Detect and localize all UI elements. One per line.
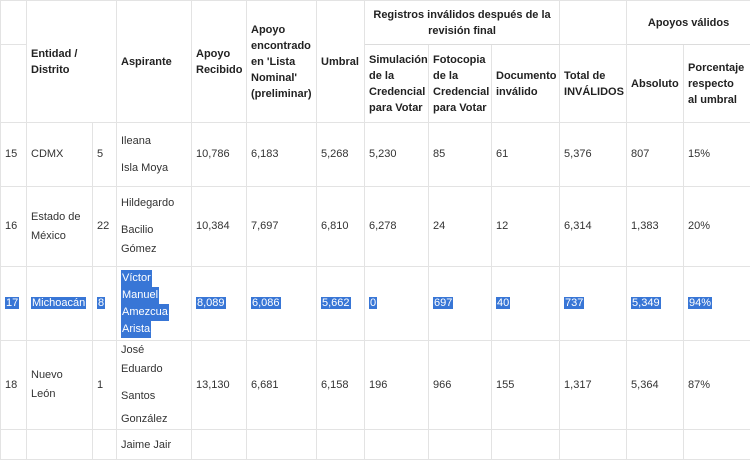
- cell-encontrado: 6,086: [247, 267, 317, 341]
- aspirante-line: Ileana: [121, 132, 187, 151]
- cell-documento: 61: [492, 123, 560, 187]
- table-row-partial: Jaime Jair: [1, 430, 750, 460]
- cell-absoluto: 1,383: [627, 187, 684, 267]
- row-number: 18: [1, 341, 27, 430]
- cell-total: 6,314: [560, 187, 627, 267]
- entidad-line: León: [31, 385, 88, 404]
- cell-absoluto: 807: [627, 123, 684, 187]
- cell-fotocopia: 24: [429, 187, 492, 267]
- table-row: 16 Estado de México 22 Hildegardo Bacili…: [1, 187, 750, 267]
- cell-aspirante: Jaime Jair: [117, 430, 192, 460]
- aspirante-line: Amezcua: [121, 304, 169, 321]
- cell-documento: 12: [492, 187, 560, 267]
- cell-simulacion: 196: [365, 341, 429, 430]
- aspirante-line: Bacilio: [121, 221, 187, 240]
- cell-aspirante: Ileana Isla Moya: [117, 123, 192, 187]
- cell-recibido: 13,130: [192, 341, 247, 430]
- cell-simulacion: 0: [365, 267, 429, 341]
- cell-porcentaje: 20%: [684, 187, 750, 267]
- header-invalidos-group: Registros inválidos después de la revisi…: [365, 1, 560, 45]
- cell-umbral: 6,158: [317, 341, 365, 430]
- aspirante-line: González: [121, 410, 187, 429]
- aspirante-line: Arista: [121, 321, 151, 338]
- aspirante-line: Santos: [121, 387, 187, 406]
- entidad-line: Estado de: [31, 208, 88, 227]
- cell-recibido: 10,786: [192, 123, 247, 187]
- cell-entidad: Nuevo León: [27, 341, 93, 430]
- cell-simulacion: 5,230: [365, 123, 429, 187]
- cell-encontrado: 6,183: [247, 123, 317, 187]
- header-apoyo-recibido: Apoyo Recibido: [192, 1, 247, 123]
- header-porcentaje: Porcentaje respecto al umbral: [684, 45, 750, 123]
- table-row-selected: 17 Michoacán 8 Víctor Manuel Amezcua Ari…: [1, 267, 750, 341]
- cell-distrito: 22: [93, 187, 117, 267]
- cell-porcentaje: 87%: [684, 341, 750, 430]
- cell-aspirante: Hildegardo Bacilio Gómez: [117, 187, 192, 267]
- header-entidad: Entidad / Distrito: [27, 1, 117, 123]
- aspirante-line: Manuel: [121, 287, 159, 304]
- aspirante-line: Víctor: [121, 270, 152, 287]
- cell-recibido: 8,089: [192, 267, 247, 341]
- cell-total: 5,376: [560, 123, 627, 187]
- table-row: 15 CDMX 5 Ileana Isla Moya 10,786 6,183 …: [1, 123, 750, 187]
- header-aspirante: Aspirante: [117, 1, 192, 123]
- cell-distrito: 1: [93, 341, 117, 430]
- row-number: 15: [1, 123, 27, 187]
- entidad-line: México: [31, 227, 88, 246]
- cell-entidad: Estado de México: [27, 187, 93, 267]
- header-blank-2: [560, 1, 627, 45]
- cell-total: 737: [560, 267, 627, 341]
- cell-umbral: 6,810: [317, 187, 365, 267]
- header-fotocopia: Fotocopia de la Credencial para Votar: [429, 45, 492, 123]
- cell-distrito: 5: [93, 123, 117, 187]
- header-total-invalidos: Total de INVÁLIDOS: [560, 45, 627, 123]
- cell-distrito: 8: [93, 267, 117, 341]
- cell-entidad: Michoacán: [27, 267, 93, 341]
- cell-umbral: 5,662: [317, 267, 365, 341]
- cell-documento: 40: [492, 267, 560, 341]
- header-blank-num: [1, 45, 27, 123]
- cell-absoluto: 5,349: [627, 267, 684, 341]
- cell-umbral: 5,268: [317, 123, 365, 187]
- cell-fotocopia: 85: [429, 123, 492, 187]
- aspirante-line: Hildegardo: [121, 194, 187, 213]
- cell-documento: 155: [492, 341, 560, 430]
- cell-entidad: CDMX: [27, 123, 93, 187]
- header-documento: Documento inválido: [492, 45, 560, 123]
- aspirante-line: José Eduardo: [121, 341, 187, 379]
- header-validos-group: Apoyos válidos: [627, 1, 750, 45]
- cell-recibido: 10,384: [192, 187, 247, 267]
- row-number: 17: [1, 267, 27, 341]
- header-absoluto: Absoluto: [627, 45, 684, 123]
- aspirante-line: Gómez: [121, 240, 187, 259]
- header-umbral: Umbral: [317, 1, 365, 123]
- cell-absoluto: 5,364: [627, 341, 684, 430]
- cell-total: 1,317: [560, 341, 627, 430]
- cell-simulacion: 6,278: [365, 187, 429, 267]
- row-number: 16: [1, 187, 27, 267]
- aspirante-line: Isla Moya: [121, 159, 187, 178]
- cell-encontrado: 6,681: [247, 341, 317, 430]
- cell-fotocopia: 697: [429, 267, 492, 341]
- cell-aspirante: José Eduardo Santos González: [117, 341, 192, 430]
- header-apoyo-encontrado: Apoyo encontrado en 'Lista Nominal' (pre…: [247, 1, 317, 123]
- cell-encontrado: 7,697: [247, 187, 317, 267]
- cell-fotocopia: 966: [429, 341, 492, 430]
- header-blank: [1, 1, 27, 45]
- table-row: 18 Nuevo León 1 José Eduardo Santos Gonz…: [1, 341, 750, 430]
- entidad-line: Nuevo: [31, 366, 88, 385]
- cell-aspirante: Víctor Manuel Amezcua Arista: [117, 267, 192, 341]
- cell-porcentaje: 94%: [684, 267, 750, 341]
- cell-porcentaje: 15%: [684, 123, 750, 187]
- header-simulacion: Simulación de la Credencial para Votar: [365, 45, 429, 123]
